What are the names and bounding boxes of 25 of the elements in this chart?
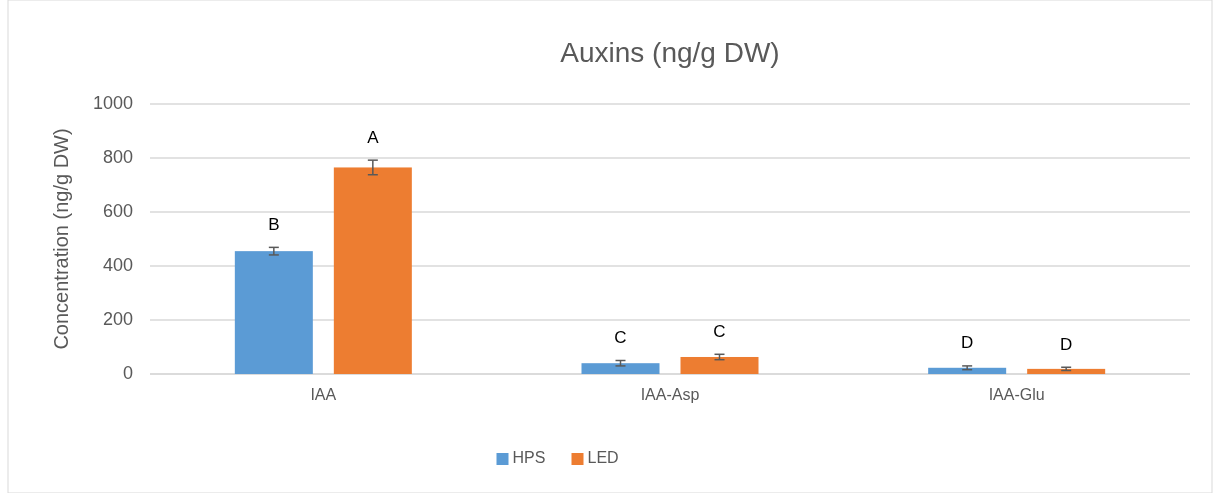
y-tick-label: 400 <box>102 254 133 275</box>
bar <box>581 363 660 374</box>
chart-title: Auxins (ng/g DW) <box>560 37 780 68</box>
x-tick-label: IAA <box>310 386 337 403</box>
legend-label: HPS <box>512 449 546 467</box>
x-tick-label: IAA-Glu <box>988 386 1045 403</box>
bar <box>333 167 412 374</box>
annotation: B <box>268 214 280 234</box>
y-axis-title: Concentration (ng/g DW) <box>50 128 72 350</box>
y-tick-label: 600 <box>102 200 133 221</box>
bar <box>1027 368 1106 374</box>
annotation: D <box>961 333 974 353</box>
legend-label: LED <box>587 449 619 467</box>
bar <box>680 356 759 374</box>
y-tick-label: 1000 <box>92 92 133 113</box>
annotation: C <box>614 327 627 347</box>
bar <box>234 251 313 374</box>
annotation: D <box>1060 334 1073 354</box>
y-tick-label: 200 <box>102 308 133 329</box>
y-tick-label: 800 <box>102 146 133 167</box>
bar <box>928 367 1007 374</box>
annotation: A <box>367 127 380 147</box>
y-tick-label: 0 <box>122 362 133 383</box>
x-tick-label: IAA-Asp <box>640 386 700 403</box>
annotation: C <box>713 321 726 341</box>
